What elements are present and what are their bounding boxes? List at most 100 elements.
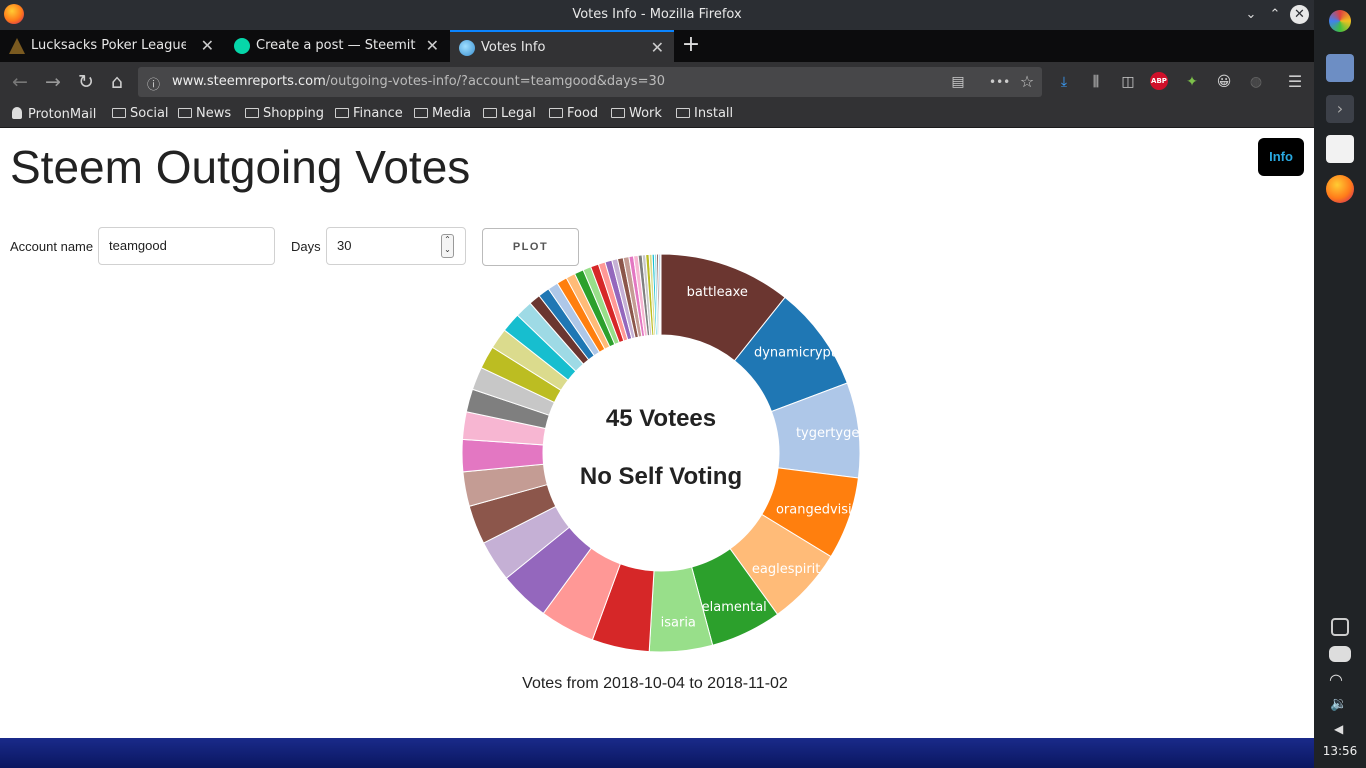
bookmark-social[interactable]: Social: [112, 106, 169, 121]
bookmark-protonmail[interactable]: ProtonMail: [12, 106, 96, 122]
window-title: Votes Info - Mozilla Firefox: [572, 7, 742, 22]
tab-label: Create a post — Steemit: [256, 38, 416, 53]
info-icon[interactable]: ⓘ: [147, 78, 161, 93]
more-icon[interactable]: •••: [989, 75, 1011, 89]
center-title: 45 Votees: [606, 405, 716, 432]
system-clock: 13:56: [1322, 744, 1358, 758]
bookmark-label: Finance: [353, 106, 403, 121]
bookmark-install[interactable]: Install: [676, 106, 733, 121]
close-tab-icon[interactable]: ✕: [200, 36, 214, 55]
bookmark-label: ProtonMail: [28, 107, 97, 122]
reload-icon[interactable]: ↻: [78, 71, 94, 93]
tab-steemit[interactable]: Create a post — Steemit ✕: [225, 30, 449, 62]
url-text[interactable]: www.steemreports.com/outgoing-votes-info…: [172, 74, 665, 89]
new-tab-button[interactable]: +: [681, 32, 701, 57]
download-icon[interactable]: ⤓: [1060, 74, 1068, 90]
bookmark-label: Install: [694, 106, 734, 121]
menu-icon[interactable]: ☰: [1287, 72, 1303, 91]
bookmark-label: Shopping: [263, 106, 325, 121]
library-icon[interactable]: ⫼: [1092, 74, 1100, 90]
bookmark-label: Media: [432, 106, 472, 121]
account-name-input[interactable]: teamgood: [98, 227, 275, 265]
bookmarks-bar: ProtonMail Social News Shopping Finance …: [0, 101, 1314, 128]
text-editor-icon[interactable]: [1326, 135, 1354, 163]
folder-icon: [335, 108, 349, 118]
folder-icon: [483, 108, 497, 118]
bookmark-shopping[interactable]: Shopping: [245, 106, 324, 121]
minimize-icon[interactable]: ⌄: [1245, 7, 1257, 22]
days-label: Days: [291, 239, 321, 254]
folder-icon: [549, 108, 563, 118]
desktop-background: [0, 738, 1314, 768]
tab-label: Lucksacks Poker Leagues: [31, 38, 186, 53]
bookmark-label: Food: [567, 106, 599, 121]
sidebar-icon[interactable]: ◫: [1121, 74, 1135, 90]
folder-icon: [414, 108, 428, 118]
poker-favicon-icon: [9, 38, 25, 54]
votes-donut-chart: battleaxe dynamicrypto tygertyger orangedvi…: [461, 253, 868, 653]
bookmark-media[interactable]: Media: [414, 106, 471, 121]
close-window-icon[interactable]: ✕: [1290, 5, 1309, 24]
days-spinner[interactable]: ⌃ ⌄: [441, 234, 454, 258]
firefox-logo-icon: [4, 4, 24, 24]
center-subtitle: No Self Voting: [580, 463, 742, 490]
folder-icon: [112, 108, 126, 118]
home-icon[interactable]: ⌂: [110, 71, 124, 93]
close-tab-icon[interactable]: ✕: [425, 36, 439, 55]
bookmark-legal[interactable]: Legal: [483, 106, 536, 121]
lock-icon: [12, 107, 22, 119]
file-manager-icon[interactable]: [1326, 54, 1354, 82]
extension-icon[interactable]: ✦: [1186, 74, 1198, 90]
slice-label: eaglespirit: [752, 562, 821, 577]
url-path: /outgoing-votes-info/?account=teamgood&d…: [325, 74, 666, 89]
window-titlebar: Votes Info - Mozilla Firefox: [0, 0, 1314, 30]
volume-icon[interactable]: 🔉: [1330, 696, 1348, 712]
tab-bar: Lucksacks Poker Leagues ✕ Create a post …: [0, 30, 1314, 62]
tab-lucksacks[interactable]: Lucksacks Poker Leagues ✕: [0, 30, 224, 62]
tab-votes-info[interactable]: Votes Info ✕: [450, 30, 674, 62]
adblock-icon[interactable]: ABP: [1150, 72, 1168, 90]
bookmark-finance[interactable]: Finance: [335, 106, 403, 121]
sync-icon[interactable]: ◍: [1249, 74, 1263, 90]
app-launcher-icon[interactable]: [1329, 10, 1351, 32]
close-tab-icon[interactable]: ✕: [650, 38, 664, 57]
globe-favicon-icon: [459, 40, 475, 56]
account-name-label: Account name: [10, 239, 94, 254]
plot-button[interactable]: PLOT: [482, 228, 579, 266]
slice-label: isaria: [661, 616, 696, 631]
bookmark-label: News: [196, 106, 232, 121]
steemit-favicon-icon: [234, 38, 250, 54]
discord-icon[interactable]: [1329, 646, 1351, 662]
maximize-icon[interactable]: ⌃: [1269, 7, 1281, 22]
forward-icon[interactable]: →: [45, 71, 61, 93]
folder-icon: [676, 108, 690, 118]
bookmark-news[interactable]: News: [178, 106, 231, 121]
reader-view-icon[interactable]: ▤: [951, 74, 965, 90]
url-bar[interactable]: [138, 67, 1042, 97]
folder-icon: [611, 108, 625, 118]
date-range-text: Votes from 2018-10-04 to 2018-11-02: [522, 675, 788, 692]
spin-up-icon[interactable]: ⌃: [444, 235, 451, 244]
info-button[interactable]: Info: [1258, 138, 1304, 176]
folder-icon: [178, 108, 192, 118]
donut-slice[interactable]: [659, 253, 662, 336]
folder-icon: [245, 108, 259, 118]
back-icon[interactable]: ←: [12, 71, 28, 93]
spin-down-icon[interactable]: ⌄: [444, 245, 451, 254]
wifi-icon[interactable]: ◠: [1329, 670, 1343, 689]
page-title: Steem Outgoing Votes: [10, 141, 471, 193]
side-panel: › ◠ 🔉 ◀: [1314, 0, 1366, 768]
clipboard-icon[interactable]: [1331, 618, 1349, 636]
firefox-dock-icon[interactable]: [1326, 175, 1354, 203]
bookmark-food[interactable]: Food: [549, 106, 598, 121]
bookmark-label: Social: [130, 106, 169, 121]
url-host: www.steemreports.com: [172, 74, 326, 89]
collapse-panel-icon[interactable]: ◀: [1334, 722, 1344, 736]
terminal-icon[interactable]: ›: [1326, 95, 1354, 123]
slice-label: tygertyger: [796, 426, 865, 441]
tab-label: Votes Info: [481, 40, 546, 55]
emoji-icon[interactable]: 😀: [1216, 74, 1232, 90]
bookmark-work[interactable]: Work: [611, 106, 662, 121]
slice-label: dynamicrypto: [754, 346, 844, 361]
star-icon[interactable]: ☆: [1019, 72, 1035, 91]
